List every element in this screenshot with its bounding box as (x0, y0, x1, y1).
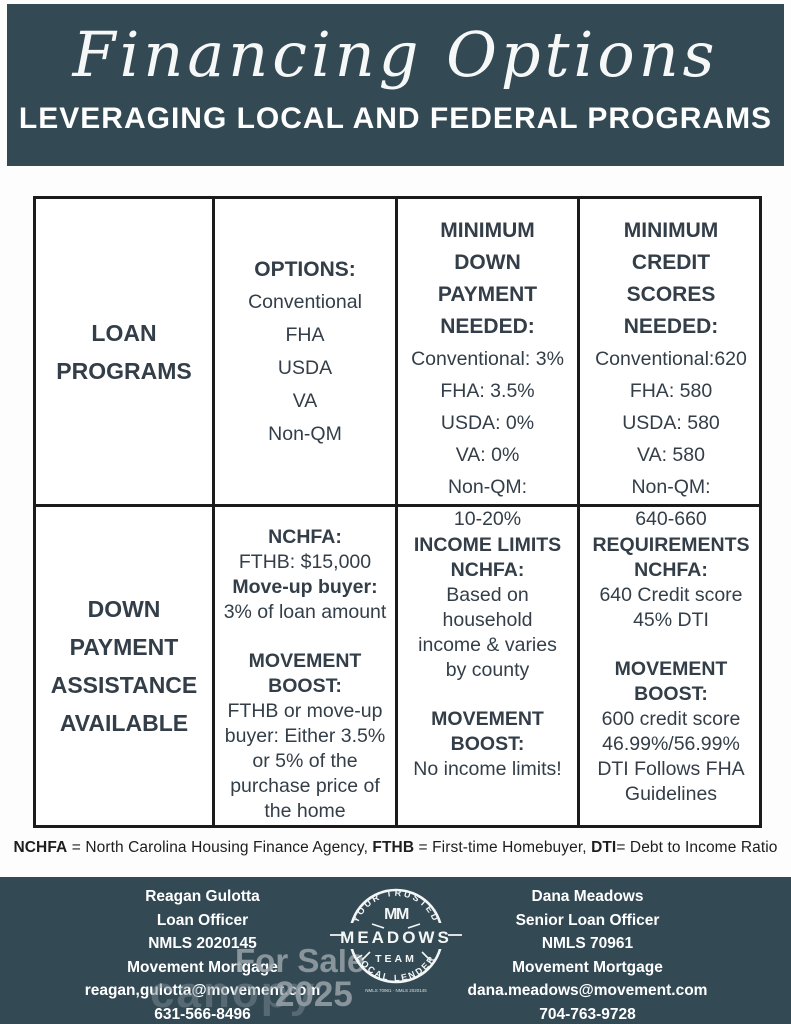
nchfa-heading: NCHFA: (268, 526, 342, 548)
credit-score-item: 640-660 (635, 508, 707, 530)
option-item: Non-QM (268, 422, 342, 445)
contact-company: Movement Mortgage (512, 958, 663, 976)
movement-boost-heading: MOVEMENT BOOST: (614, 658, 728, 705)
contact-email: reagan,gulotta@movement.com (84, 982, 321, 999)
down-payment-item: VA: 0% (455, 444, 520, 466)
cell-min-credit-scores: MINIMUM CREDIT SCORES NEEDED: Convention… (580, 199, 762, 530)
logo-team-brackets (360, 951, 431, 961)
contact-title: Senior Loan Officer (515, 911, 660, 929)
footnote-term: FTHB (372, 839, 415, 856)
footer-banner: Reagan Gulotta Loan Officer NMLS 2020145… (0, 877, 791, 1024)
logo-monogram: MM (384, 906, 409, 923)
header-banner: Financing Options LEVERAGING LOCAL AND F… (7, 4, 784, 166)
meadows-team-logo: YOUR TRUSTED MM MEADOWS TEAM LOCAL LENDE… (329, 888, 462, 993)
down-payment-heading: MINIMUM DOWN PAYMENT NEEDED: (437, 219, 538, 338)
down-payment-item: FHA: 3.5% (440, 380, 535, 402)
moveup-amount: 3% of loan amount (223, 601, 387, 623)
contact-company: Movement Mortgage (127, 958, 278, 976)
requirements-line: 640 Credit score (599, 584, 743, 606)
contact-name: Dana Meadows (531, 888, 644, 905)
income-limits-boost-text: No income limits! (413, 758, 562, 780)
down-payment-item: USDA: 0% (440, 412, 535, 434)
contact-nmls: NMLS 2020145 (148, 935, 257, 952)
page-subtitle: LEVERAGING LOCAL AND FEDERAL PROGRAMS (18, 101, 773, 135)
requirements-boost-text: 600 credit score 46.99%/56.99% DTI Follo… (597, 708, 745, 805)
cell-requirements: REQUIREMENTS NCHFA: 640 Credit score 45%… (580, 507, 762, 825)
contact-phone: 631-566-8496 (154, 1005, 251, 1023)
cell-assistance-amounts: NCHFA: FTHB: $15,000 Move-up buyer: 3% o… (215, 507, 398, 825)
movement-boost-heading: MOVEMENT BOOST: (248, 650, 362, 697)
income-limits-heading: INCOME LIMITS NCHFA: (413, 534, 562, 581)
footnote-term: DTI (591, 839, 617, 856)
contact-phone: 704-763-9728 (539, 1005, 636, 1023)
option-item: VA (292, 389, 318, 412)
logo-chevron-lines (371, 923, 420, 929)
fthb-amount: FTHB: $15,000 (238, 551, 372, 573)
options-heading: OPTIONS: (254, 257, 356, 281)
credit-score-item: FHA: 580 (629, 380, 713, 402)
credit-scores-heading: MINIMUM CREDIT SCORES NEEDED: (623, 219, 719, 338)
income-limits-text: Based on household income & varies by co… (418, 584, 557, 681)
footnote-term: NCHFA (13, 839, 68, 856)
moveup-heading: Move-up buyer: (232, 576, 378, 598)
requirements-line: 45% DTI (633, 609, 709, 631)
boost-amount-text: FTHB or move-up buyer: Either 3.5% or 5%… (224, 700, 386, 822)
down-payment-item: Non-QM: (447, 476, 528, 498)
cell-income-limits: INCOME LIMITS NCHFA: Based on household … (398, 507, 580, 825)
financing-table: LOAN PROGRAMS OPTIONS: Conventional FHA … (33, 196, 762, 828)
row-label-loan-programs: LOAN PROGRAMS (56, 319, 192, 384)
logo-name: MEADOWS (340, 928, 452, 947)
option-item: Conventional (248, 290, 362, 313)
contact-title: Loan Officer (156, 911, 249, 929)
credit-score-item: VA: 580 (637, 444, 705, 466)
canopy-watermark: canopy (150, 968, 317, 1017)
option-item: FHA (285, 323, 325, 346)
cell-down-payment-assistance: DOWN PAYMENT ASSISTANCE AVAILABLE (36, 507, 215, 825)
logo-fine-print: NMLS 70961 · NMLS 2020145 (365, 988, 427, 993)
row-label-assistance: DOWN PAYMENT ASSISTANCE AVAILABLE (50, 596, 198, 736)
down-payment-item: Conventional: 3% (411, 348, 564, 370)
contact-name: Reagan Gulotta (145, 888, 260, 905)
down-payment-item: 10-20% (453, 508, 522, 530)
requirements-heading: REQUIREMENTS NCHFA: (592, 534, 750, 581)
option-item: USDA (277, 356, 333, 379)
contact-nmls: NMLS 70961 (541, 935, 634, 952)
year-watermark: 2025 (275, 975, 353, 1014)
contact-reagan-gulotta: Reagan Gulotta Loan Officer NMLS 2020145… (35, 885, 370, 1024)
logo-team-label: TEAM (375, 953, 417, 965)
page-title: Financing Options (72, 18, 719, 91)
movement-boost-heading: MOVEMENT BOOST: (431, 708, 544, 755)
credit-score-item: Non-QM: (631, 476, 711, 498)
cell-loan-programs: LOAN PROGRAMS (36, 199, 215, 507)
contact-dana-meadows: Dana Meadows Senior Loan Officer NMLS 70… (420, 885, 755, 1024)
abbreviation-footnote: NCHFA = North Carolina Housing Finance A… (13, 839, 778, 856)
logo-band (329, 923, 462, 949)
cell-options: OPTIONS: Conventional FHA USDA VA Non-QM (215, 199, 398, 507)
contact-email: dana.meadows@movement.com (467, 982, 708, 999)
credit-score-item: Conventional:620 (595, 348, 747, 370)
credit-score-item: USDA: 580 (622, 412, 720, 434)
cell-min-down-payment: MINIMUM DOWN PAYMENT NEEDED: Conventiona… (398, 199, 580, 530)
